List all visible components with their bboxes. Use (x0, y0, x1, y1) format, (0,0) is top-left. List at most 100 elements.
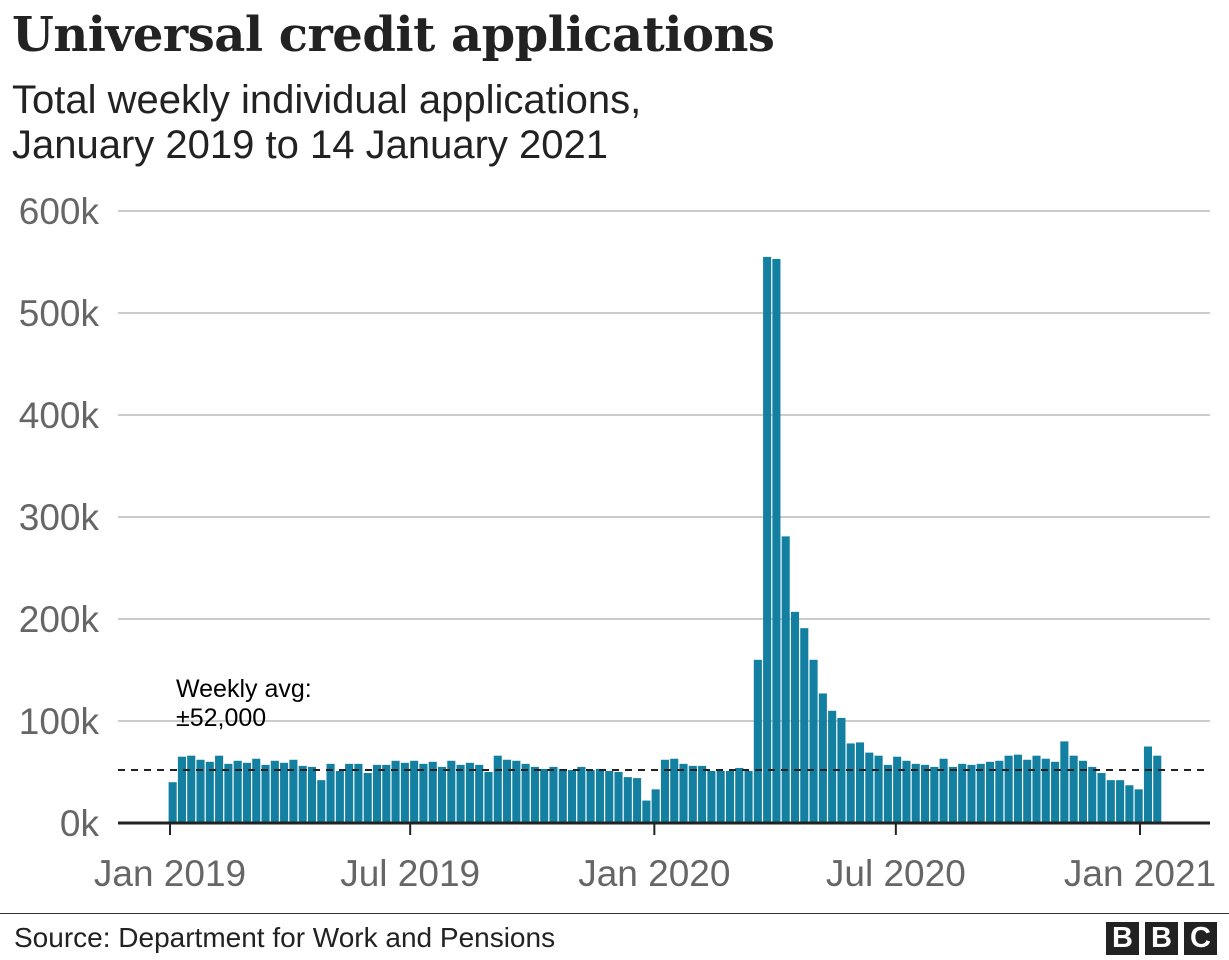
bars (168, 256, 1162, 823)
bar (911, 763, 920, 823)
bar (428, 761, 437, 823)
bar (187, 755, 196, 823)
bar (558, 768, 567, 823)
bar (540, 768, 549, 823)
bar (215, 755, 224, 823)
bar (902, 760, 911, 823)
bar (270, 760, 279, 823)
bar (512, 760, 521, 823)
source-note: Source: Department for Work and Pensions (14, 922, 556, 953)
bar (484, 772, 493, 823)
bar (1153, 755, 1162, 823)
bar (790, 611, 800, 823)
bar (372, 764, 382, 823)
footer-divider (0, 913, 1229, 914)
bar (363, 773, 372, 823)
bar (196, 759, 205, 823)
bar (920, 764, 930, 823)
bbc-logo-letter: B (1106, 922, 1139, 955)
bar (744, 770, 753, 823)
bar (855, 742, 865, 823)
y-tick-label: 600k (19, 191, 100, 232)
bar (930, 766, 939, 823)
bar (1088, 766, 1097, 823)
bar (688, 765, 697, 823)
average-annotation-line-1: Weekly avg: (176, 675, 312, 703)
bar (707, 770, 716, 823)
bbc-logo: B B C (1106, 922, 1217, 955)
y-tick-label: 400k (19, 395, 100, 436)
bar (1143, 746, 1153, 823)
bar (595, 768, 604, 823)
bar (326, 763, 335, 823)
bar (716, 770, 725, 823)
bar (345, 763, 354, 823)
bar (400, 762, 409, 823)
x-tick-label: Jul 2019 (340, 853, 480, 894)
bar (1097, 773, 1106, 823)
bar (307, 766, 317, 823)
y-tick-label: 300k (19, 497, 100, 538)
bar (986, 761, 995, 823)
bar (772, 258, 781, 823)
bar (1116, 780, 1125, 823)
bar (530, 766, 539, 823)
bar (1106, 780, 1115, 823)
bar (391, 760, 400, 823)
bar (623, 777, 632, 823)
bar (577, 766, 586, 823)
x-tick-label: Jul 2020 (826, 853, 966, 894)
bar (614, 772, 623, 823)
bar (382, 764, 391, 823)
gridlines (118, 210, 1210, 722)
bar (568, 769, 577, 823)
bar (651, 789, 660, 823)
bar (660, 759, 669, 823)
bar (939, 758, 948, 823)
bar (419, 763, 428, 823)
bar (948, 766, 957, 823)
bar (809, 659, 818, 823)
bar (698, 765, 707, 823)
bar (503, 759, 512, 823)
bar (1060, 741, 1069, 823)
bar (670, 758, 679, 823)
bar (1078, 760, 1087, 823)
bar (828, 710, 837, 823)
y-tick-label: 100k (19, 701, 100, 742)
x-tick-label: Jan 2021 (1064, 853, 1216, 894)
bar (1023, 759, 1032, 823)
bar (763, 256, 772, 823)
bar (1069, 755, 1078, 823)
bar (967, 764, 976, 823)
x-tick-label: Jan 2019 (94, 853, 246, 894)
bar (605, 770, 614, 823)
bar-chart: 0k 100k 200k 300k 400k 500k 600k Jan 2019 Jul 2… (19, 191, 1216, 894)
bar (549, 766, 558, 823)
bar (642, 800, 651, 823)
bar (224, 763, 233, 823)
bar (781, 536, 790, 823)
y-tick-label: 0k (60, 803, 100, 844)
bar (521, 763, 530, 823)
bar (633, 778, 642, 823)
subtitle-line-2: January 2019 to 14 January 2021 (12, 123, 608, 167)
bar (679, 763, 688, 823)
bar (995, 760, 1004, 823)
chart-title: Universal credit applications (12, 7, 775, 63)
bar (177, 756, 186, 823)
bar (168, 782, 177, 823)
bar (298, 765, 307, 823)
x-tick-label: Jan 2020 (578, 853, 730, 894)
bar (883, 764, 892, 823)
bar (437, 766, 447, 823)
bar (493, 755, 502, 823)
bar (976, 763, 985, 823)
bar (335, 770, 344, 823)
bar (233, 760, 242, 823)
bar (1004, 755, 1013, 823)
bar (475, 764, 484, 823)
bar (837, 717, 846, 823)
bar (735, 767, 744, 823)
bar (456, 764, 465, 823)
